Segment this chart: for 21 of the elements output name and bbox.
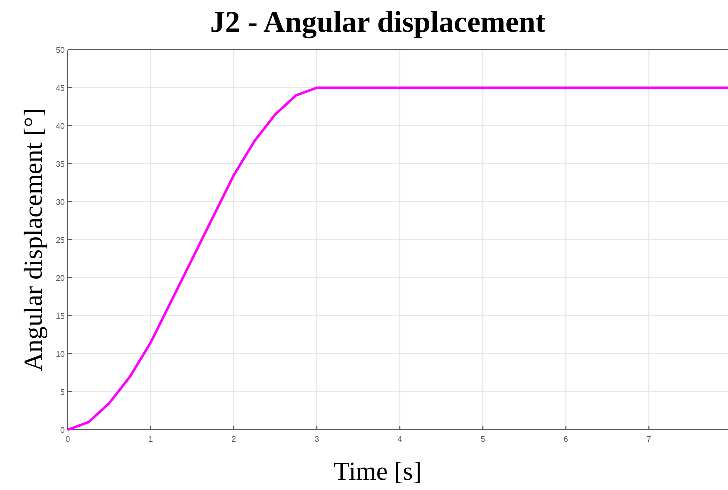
x-tick-label: 2: [232, 435, 237, 444]
y-tick-label: 0: [60, 426, 66, 435]
y-axis-title: Angular displacement [°]: [19, 108, 48, 372]
y-tick-label: 50: [56, 46, 66, 55]
x-tick-label: 1: [148, 435, 154, 444]
x-tick-label: 4: [398, 435, 403, 444]
x-tick-label: 6: [564, 435, 569, 444]
y-tick-label: 40: [56, 122, 66, 131]
x-tick-label: 3: [314, 435, 320, 444]
y-tick-label: 10: [56, 350, 66, 359]
y-tick-label: 35: [56, 160, 66, 169]
y-tick-label: 45: [56, 84, 66, 93]
y-tick-label: 30: [56, 198, 66, 207]
x-axis-title: Time [s]: [334, 457, 422, 486]
x-tick-label: 5: [480, 435, 486, 444]
chart-title: J2 - Angular displacement: [210, 6, 546, 39]
y-tick-label: 20: [56, 274, 66, 283]
x-tick-label: 7: [646, 435, 652, 444]
y-tick-label: 25: [56, 236, 66, 245]
y-tick-label: 15: [56, 312, 66, 321]
y-tick-label: 5: [60, 388, 66, 397]
